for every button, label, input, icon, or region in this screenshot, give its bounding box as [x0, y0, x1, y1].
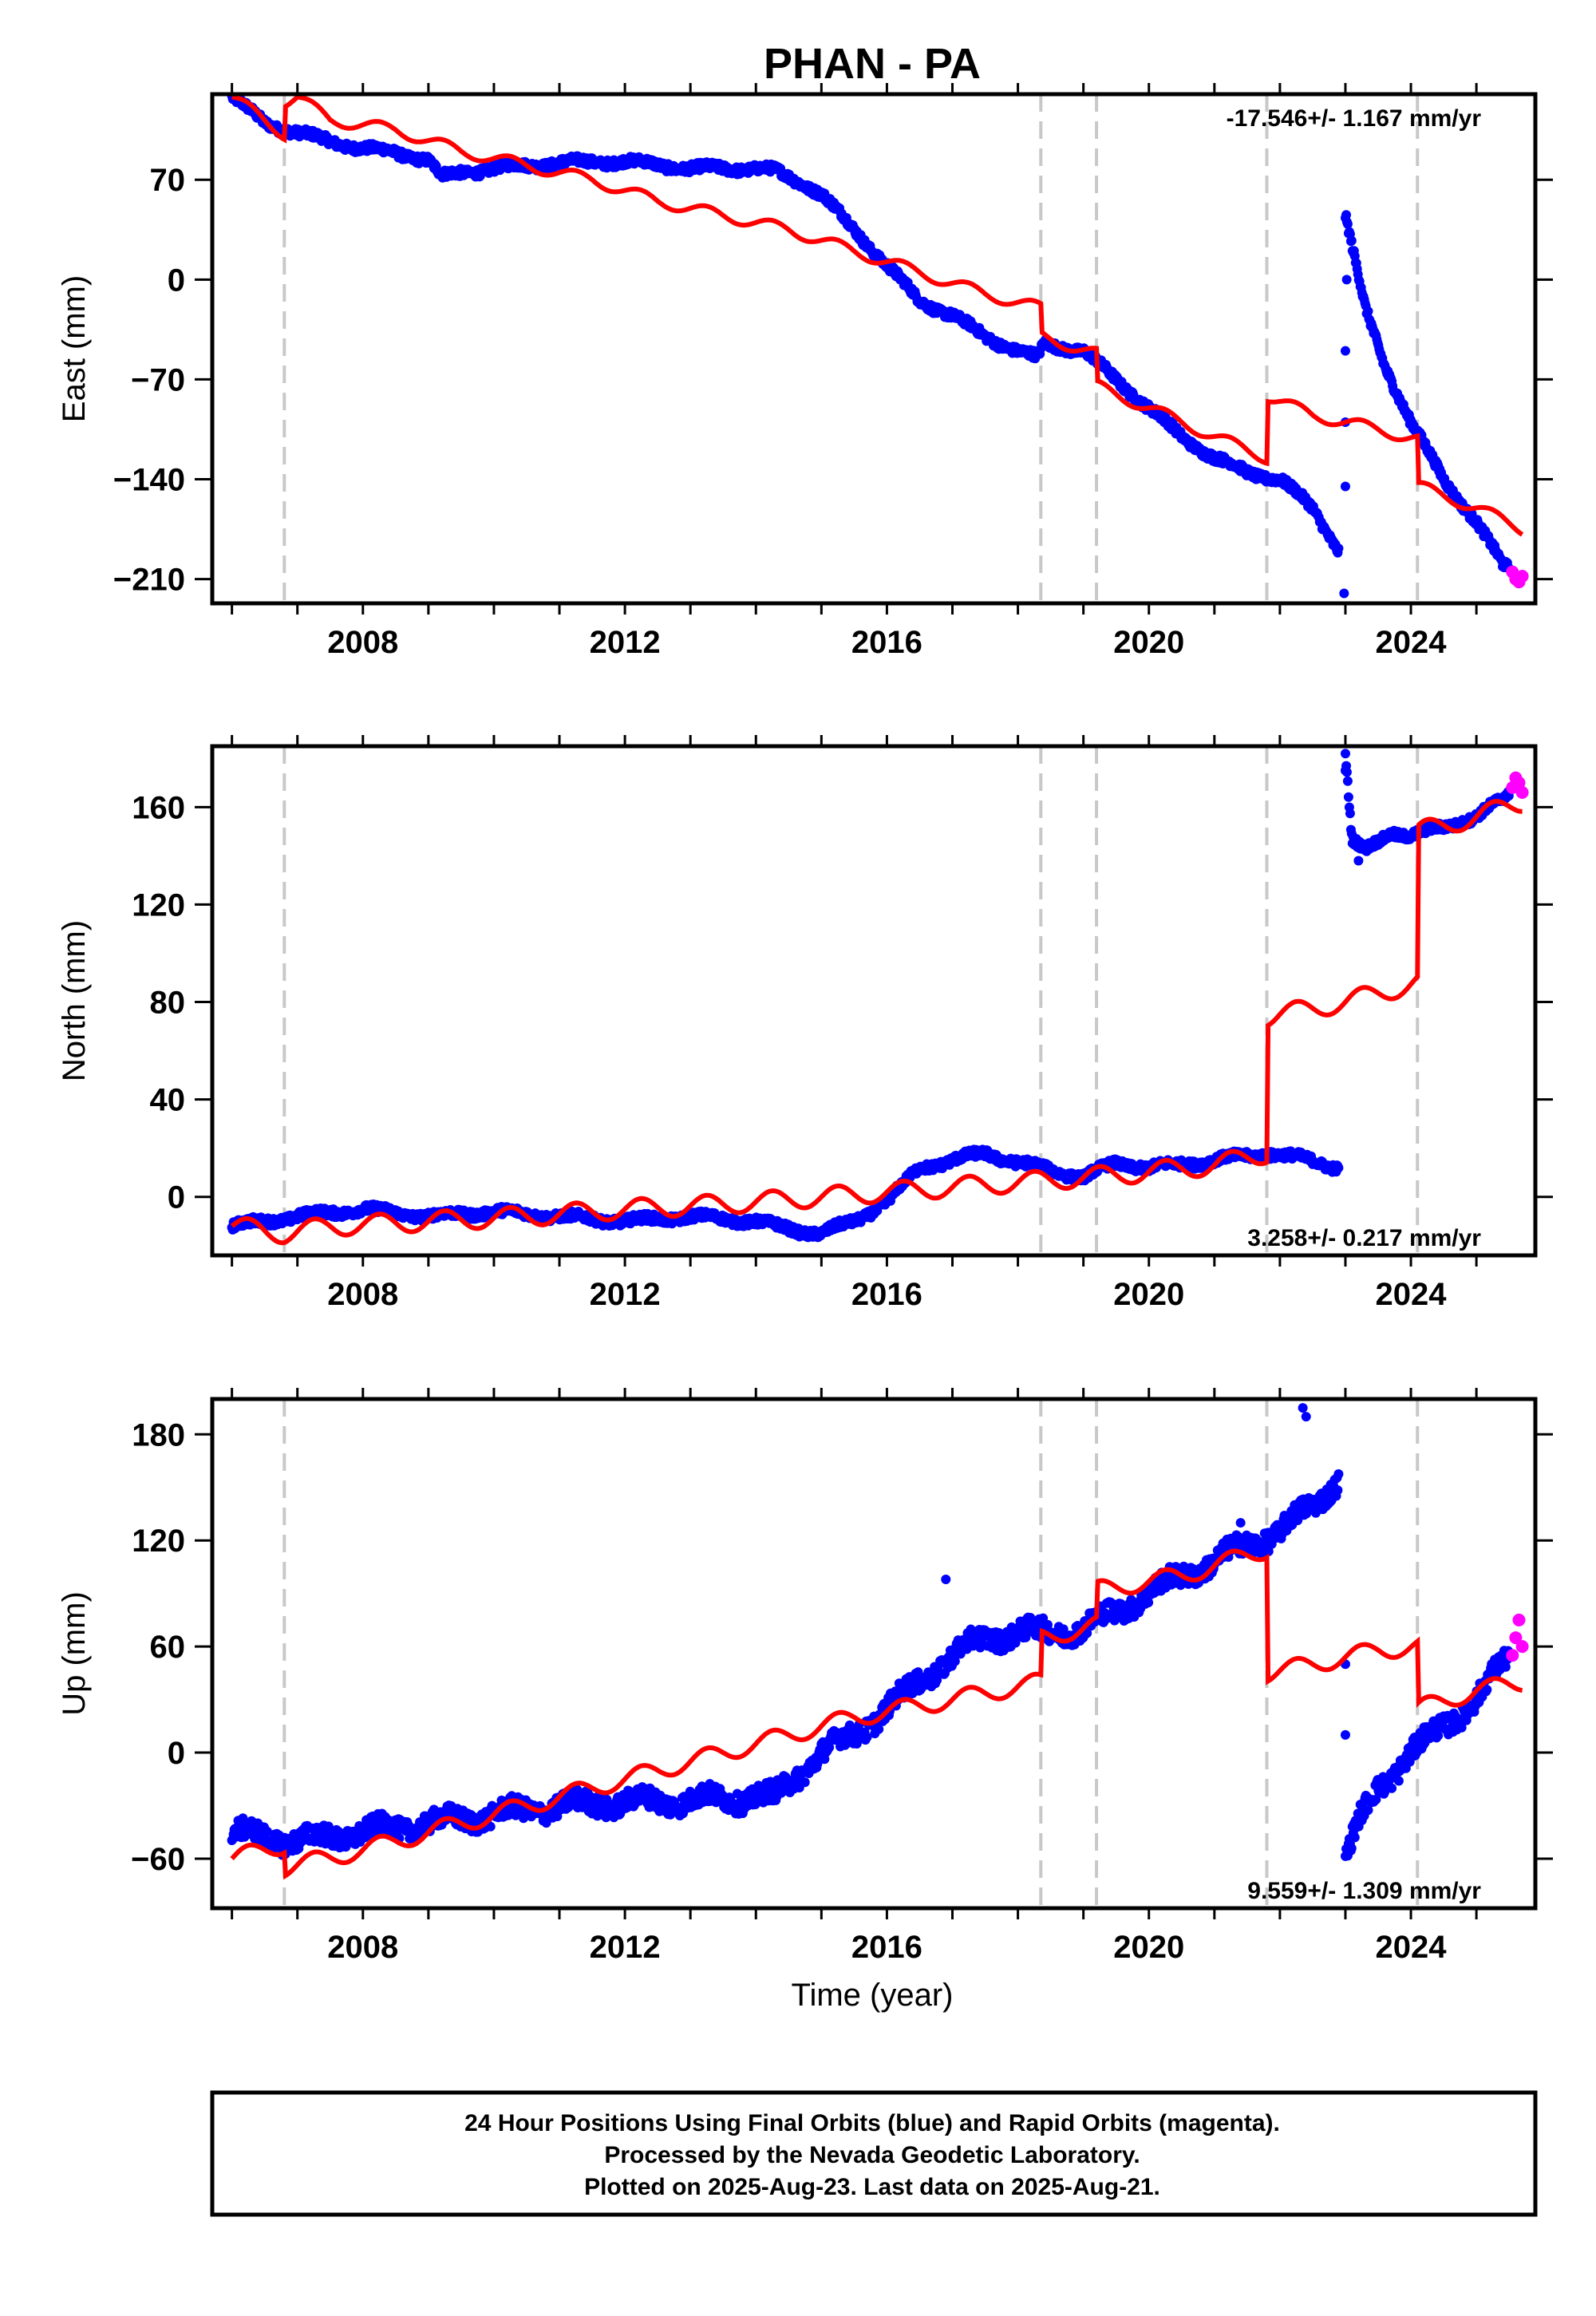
up-final-point — [800, 1777, 810, 1788]
north-event-lines — [282, 746, 1420, 1255]
north-xtick-label: 2020 — [1113, 1277, 1184, 1312]
north-xtick-label: 2008 — [327, 1277, 398, 1312]
east-panel: 2008 2012 2016 2020 2024 −210 −140 −70 0 70 East … — [57, 83, 1553, 660]
north-ylabel: North (mm) — [57, 920, 92, 1081]
east-xtick-label: 2024 — [1376, 625, 1448, 660]
up-final-point — [1333, 1485, 1343, 1496]
up-final-point — [874, 1724, 884, 1734]
up-final-point — [1263, 1546, 1274, 1556]
up-final-point — [1179, 1561, 1189, 1571]
north-panel: 2008 2012 2016 2020 2024 0 40 80 120 160 North (m… — [57, 735, 1553, 1312]
east-xtick-label: 2016 — [851, 625, 922, 660]
up-xtick-label: 2020 — [1113, 1930, 1184, 1965]
north-outlier-point — [1340, 765, 1350, 776]
up-final-point — [1363, 1805, 1373, 1816]
east-outlier-point — [1339, 588, 1349, 599]
up-final-point — [1333, 1469, 1344, 1479]
east-final-point — [1467, 508, 1477, 519]
up-final-point — [862, 1732, 872, 1742]
up-final-point — [1393, 1776, 1404, 1786]
east-final-point — [1342, 219, 1353, 229]
up-final-point — [1433, 1730, 1444, 1741]
north-ytick-label: 40 — [150, 1083, 186, 1118]
up-final-point — [913, 1667, 923, 1678]
east-ytick-label: −70 — [131, 362, 185, 397]
up-final-point — [824, 1742, 835, 1753]
north-ytick-label: 80 — [150, 986, 186, 1021]
east-xtick-label: 2020 — [1113, 625, 1184, 660]
north-xtick-label: 2012 — [590, 1277, 661, 1312]
up-final-point — [238, 1813, 248, 1824]
chart-title: PHAN - PA — [764, 40, 981, 88]
east-ytick-label: −140 — [113, 463, 185, 498]
up-final-point — [1082, 1628, 1092, 1638]
north-rapid-point — [1515, 786, 1529, 799]
east-rapid-points — [1506, 565, 1529, 589]
up-final-point — [1310, 1508, 1321, 1518]
east-model-line — [231, 94, 1524, 537]
north-ytick-label: 160 — [132, 790, 185, 825]
up-ytick-label: 0 — [168, 1736, 185, 1771]
up-final-point — [1387, 1783, 1397, 1793]
north-model-line — [230, 799, 1523, 1246]
up-event-lines — [282, 1399, 1420, 1908]
up-xtick-label: 2024 — [1376, 1930, 1448, 1965]
up-final-point — [1144, 1598, 1154, 1607]
east-plot-frame — [210, 92, 1538, 606]
up-ytick-label: 120 — [132, 1524, 185, 1559]
east-xtick-label: 2012 — [590, 625, 661, 660]
north-points — [227, 749, 1514, 1243]
up-ticks: 2008 2012 2016 2020 2024 −60 0 60 120 180 — [131, 1388, 1553, 1965]
up-final-point — [950, 1656, 960, 1666]
up-final-point — [1038, 1613, 1049, 1623]
up-xtick-label: 2016 — [851, 1930, 922, 1965]
east-final-point — [1333, 543, 1344, 554]
east-ytick-label: 0 — [168, 263, 185, 298]
up-xtick-label: 2008 — [327, 1930, 398, 1965]
east-final-point — [1346, 235, 1357, 246]
east-ytick-label: −210 — [113, 563, 185, 598]
east-outlier-point — [1341, 275, 1352, 285]
up-ytick-label: 180 — [132, 1417, 185, 1452]
north-ytick-label: 120 — [132, 887, 185, 923]
north-plot-frame — [210, 744, 1538, 1258]
up-xtick-label: 2012 — [590, 1930, 661, 1965]
north-ticks: 2008 2012 2016 2020 2024 0 40 80 120 160 — [132, 735, 1553, 1312]
north-xtick-label: 2016 — [851, 1277, 922, 1312]
north-final-point — [1341, 749, 1350, 759]
north-rapid-points — [1506, 771, 1529, 799]
east-ticks: 2008 2012 2016 2020 2024 −210 −140 −70 0 70 — [113, 83, 1553, 660]
north-xtick-label: 2024 — [1376, 1277, 1448, 1312]
east-rapid-point — [1515, 570, 1529, 583]
north-rapid-point — [1512, 776, 1526, 789]
up-final-point — [1349, 1832, 1360, 1843]
east-outlier-point — [1340, 346, 1350, 356]
up-ytick-label: 60 — [150, 1630, 186, 1665]
north-final-point — [1343, 792, 1353, 802]
up-final-point — [1346, 1844, 1357, 1853]
east-rate-label: -17.546+/- 1.167 mm/yr — [1227, 105, 1482, 132]
north-rate-label: 3.258+/- 0.217 mm/yr — [1247, 1225, 1481, 1251]
east-final-point — [1363, 306, 1373, 316]
up-final-point — [341, 1842, 351, 1852]
east-ytick-label: 70 — [150, 163, 186, 198]
north-ytick-label: 0 — [168, 1180, 185, 1215]
north-final-point — [1342, 776, 1353, 786]
up-final-point — [1380, 1787, 1390, 1797]
up-ytick-label: −60 — [131, 1842, 185, 1877]
east-points — [227, 94, 1514, 599]
up-final-point — [485, 1821, 496, 1832]
east-ylabel: East (mm) — [57, 275, 92, 422]
east-xtick-label: 2008 — [327, 625, 398, 660]
east-final-point — [1341, 210, 1351, 220]
up-points — [227, 1403, 1514, 1861]
up-final-point — [552, 1812, 563, 1821]
north-final-point — [1333, 1163, 1344, 1173]
north-final-point — [1345, 808, 1355, 819]
east-outlier-point — [1340, 481, 1350, 492]
north-outlier-point — [1353, 856, 1364, 866]
